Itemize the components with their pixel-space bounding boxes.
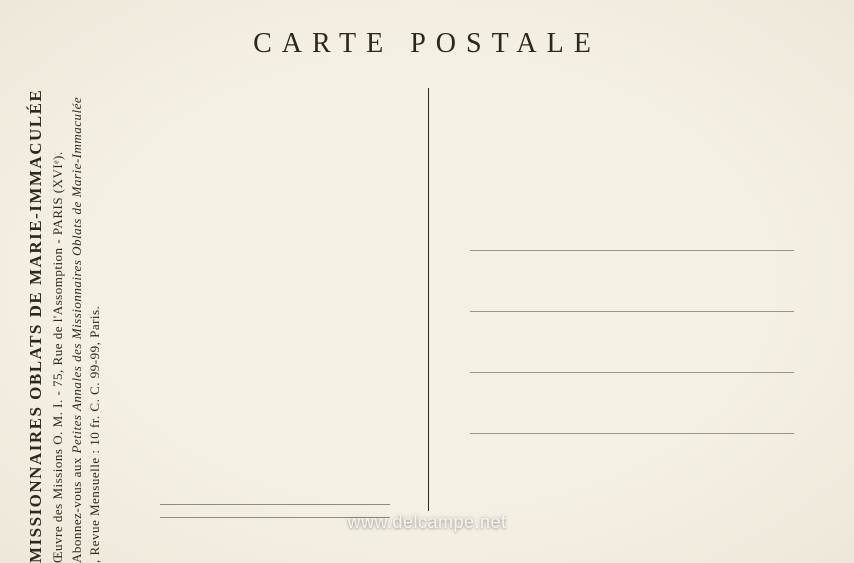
watermark-text: www.delcampe.net xyxy=(347,512,506,533)
subscribe-suffix: , Revue Mensuelle : 10 fr. C. C. 99-99, … xyxy=(87,306,102,563)
address-rule xyxy=(470,372,794,373)
address-rule xyxy=(470,250,794,251)
address-rule xyxy=(470,433,794,434)
publisher-block: MISSIONNAIRES OBLATS DE MARIE-IMMACULÉE … xyxy=(25,0,115,563)
address-rule xyxy=(470,311,794,312)
publisher-address: Œuvre des Missions O. M. I. - 75, Rue de… xyxy=(50,0,66,563)
subscribe-prefix: Abonnez-vous aux xyxy=(69,453,84,563)
subscribe-title-italic: Petites Annales des Missionnaires Oblats… xyxy=(69,97,84,454)
recipient-address-rules xyxy=(470,250,794,494)
publisher-title: MISSIONNAIRES OBLATS DE MARIE-IMMACULÉE xyxy=(25,0,46,563)
short-rule xyxy=(160,504,390,505)
card-heading: CARTE POSTALE xyxy=(0,28,854,60)
publisher-subscribe-line-1: Abonnez-vous aux Petites Annales des Mis… xyxy=(69,0,85,563)
publisher-subscribe-line-2: , Revue Mensuelle : 10 fr. C. C. 99-99, … xyxy=(87,0,103,563)
vertical-divider xyxy=(428,88,429,511)
postcard-back: MISSIONNAIRES OBLATS DE MARIE-IMMACULÉE … xyxy=(0,0,854,563)
